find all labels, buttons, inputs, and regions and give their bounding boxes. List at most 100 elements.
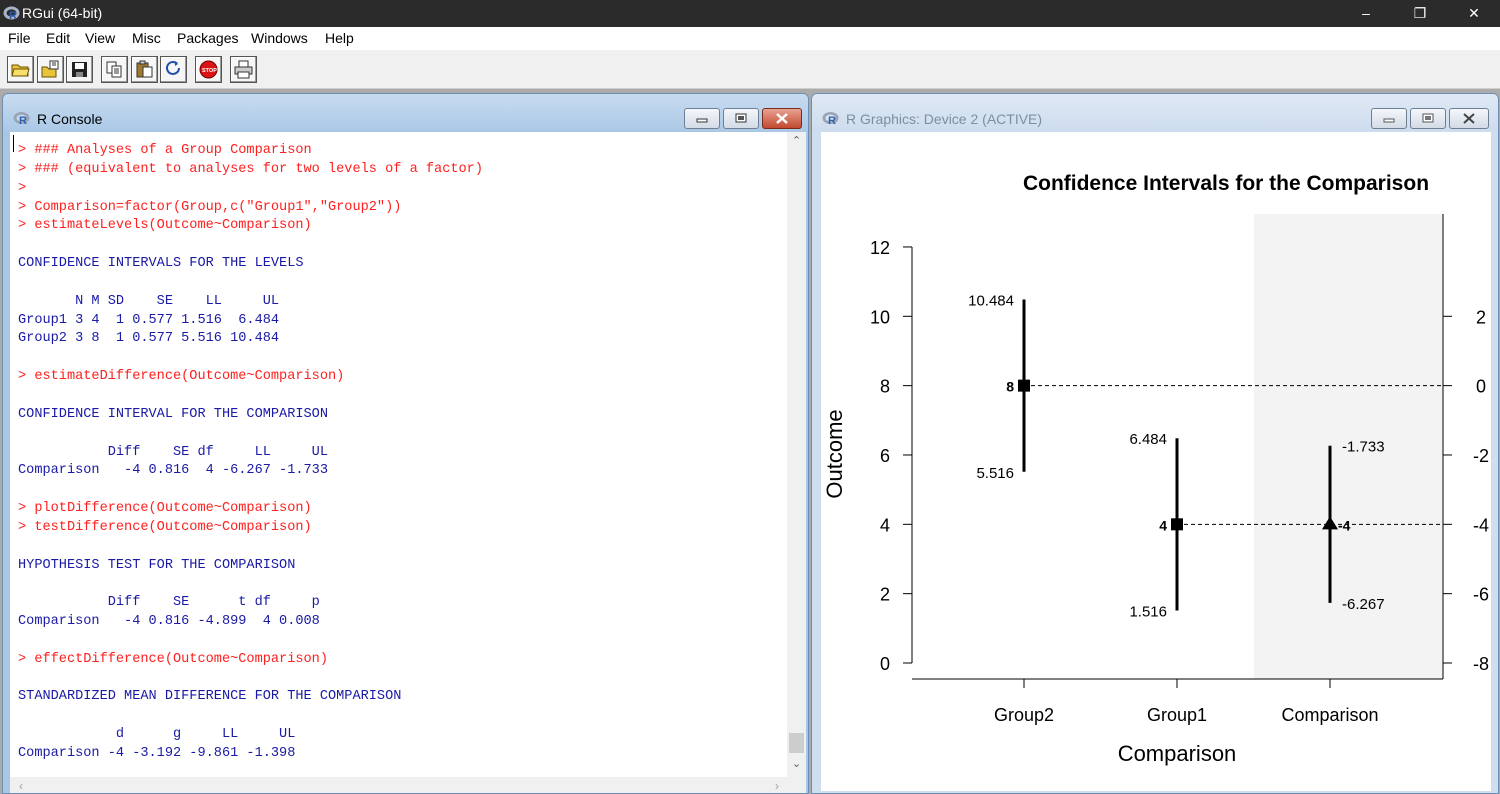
console-line: Comparison -4 0.816 4 -6.267 -1.733 xyxy=(18,463,328,479)
console-line: Group2 3 8 1 0.577 5.516 10.484 xyxy=(18,331,280,347)
right-y-tick-label: 0 xyxy=(1476,377,1486,397)
graphics-window: R R Graphics: Device 2 (ACTIVE) Confiden… xyxy=(811,93,1499,794)
stop-icon: STOP xyxy=(199,60,218,79)
console-line: d g LL UL xyxy=(18,727,296,743)
y-tick-label: 10 xyxy=(870,307,890,327)
svg-text:R: R xyxy=(828,115,836,126)
copy-paste-icon xyxy=(166,60,180,75)
scrollbar-thumb[interactable] xyxy=(789,733,804,753)
close-icon xyxy=(776,113,788,124)
x-tick-label: Group2 xyxy=(994,705,1054,725)
menu-help[interactable]: Help xyxy=(325,30,354,46)
console-line xyxy=(18,538,483,557)
print-button[interactable] xyxy=(230,56,257,83)
console-line xyxy=(18,632,483,651)
console-line: > estimateDifference(Outcome~Comparison) xyxy=(18,369,345,385)
mean-label: -4 xyxy=(1338,517,1351,533)
console-minimize-button[interactable] xyxy=(684,108,720,129)
maximize-icon xyxy=(1422,113,1434,123)
comparison-shaded-region xyxy=(1254,214,1443,679)
ul-label: 6.484 xyxy=(1129,431,1167,448)
load-workspace-button[interactable] xyxy=(37,56,64,83)
scroll-down-icon[interactable]: ⌄ xyxy=(791,758,802,770)
console-line: CONFIDENCE INTERVAL FOR THE COMPARISON xyxy=(18,406,328,422)
console-line: > ### Analyses of a Group Comparison xyxy=(18,143,312,158)
console-line: Comparison -4 0.816 -4.899 4 0.008 xyxy=(18,614,320,630)
y-tick-label: 12 xyxy=(870,238,890,258)
minimize-icon xyxy=(696,118,708,123)
scroll-left-icon[interactable]: ‹ xyxy=(19,779,23,793)
x-tick-label: Group1 xyxy=(1147,705,1207,725)
console-line: CONFIDENCE INTERVALS FOR THE LEVELS xyxy=(18,256,304,272)
console-line xyxy=(18,236,483,255)
scroll-right-icon[interactable]: › xyxy=(775,779,779,793)
console-output[interactable]: > ### Analyses of a Group Comparison > ##… xyxy=(10,132,806,793)
app-title-bar: R RGui (64-bit) – ❐ ✕ xyxy=(0,0,1500,27)
copy-paste-button[interactable] xyxy=(160,56,187,83)
right-y-tick-label: -4 xyxy=(1473,515,1489,535)
ll-label: 1.516 xyxy=(1129,603,1167,620)
save-workspace-icon xyxy=(72,62,87,77)
r-logo-icon: R xyxy=(822,112,839,126)
y-axis-label: Outcome xyxy=(822,409,847,498)
menu-view[interactable]: View xyxy=(85,30,116,46)
paste-icon xyxy=(136,60,153,78)
stop-button[interactable]: STOP xyxy=(195,56,222,83)
ll-label: 5.516 xyxy=(976,465,1014,482)
console-window: R R Console > ### Analyses of a Group Co… xyxy=(2,93,809,794)
chart-title: Confidence Intervals for the Comparison xyxy=(1023,172,1429,195)
mean-label: 4 xyxy=(1159,517,1167,533)
menu-packages[interactable]: Packages xyxy=(177,30,239,46)
menu-misc[interactable]: Misc xyxy=(132,30,161,46)
console-line: > estimateLevels(Outcome~Comparison) xyxy=(18,218,312,234)
console-line: > Comparison=factor(Group,c("Group1","Gr… xyxy=(18,199,402,215)
copy-button[interactable] xyxy=(101,56,128,83)
y-tick-label: 0 xyxy=(880,654,890,674)
graphics-maximize-button[interactable] xyxy=(1410,108,1446,129)
close-button[interactable]: ✕ xyxy=(1468,5,1480,21)
console-line xyxy=(18,670,483,689)
app-title: RGui (64-bit) xyxy=(22,5,103,21)
console-line: > testDifference(Outcome~Comparison) xyxy=(18,519,312,535)
r-logo-icon: R xyxy=(3,6,20,22)
console-line: > plotDifference(Outcome~Comparison) xyxy=(18,501,312,517)
minimize-button[interactable]: – xyxy=(1362,5,1370,21)
console-close-button[interactable] xyxy=(762,108,802,129)
graphics-close-button[interactable] xyxy=(1449,108,1489,129)
paste-button[interactable] xyxy=(131,56,158,83)
y-tick-label: 2 xyxy=(880,585,890,605)
menu-bar: File Edit View Misc Packages Windows Hel… xyxy=(0,27,1500,50)
console-title-bar: R R Console xyxy=(3,94,808,132)
scroll-up-icon[interactable]: ⌃ xyxy=(791,135,802,147)
ul-label: -1.733 xyxy=(1342,439,1385,456)
console-line xyxy=(18,707,483,726)
graphics-minimize-button[interactable] xyxy=(1371,108,1407,129)
restore-button[interactable]: ❐ xyxy=(1413,5,1427,21)
horizontal-scrollbar[interactable]: ‹ › xyxy=(10,777,806,793)
console-line xyxy=(18,575,483,594)
console-line xyxy=(18,349,483,368)
console-text: > ### Analyses of a Group Comparison > ##… xyxy=(18,142,483,764)
toolbar: STOP xyxy=(0,50,1500,89)
console-line: N M SD SE LL UL xyxy=(18,293,280,309)
group-point xyxy=(1018,379,1030,392)
copy-icon xyxy=(106,61,122,78)
open-script-icon xyxy=(11,64,30,77)
console-line xyxy=(18,387,483,406)
open-script-button[interactable] xyxy=(7,56,34,83)
vertical-scrollbar[interactable]: ⌃ ⌄ xyxy=(787,132,806,777)
menu-windows[interactable]: Windows xyxy=(251,30,308,46)
svg-text:R: R xyxy=(19,115,27,126)
y-tick-label: 8 xyxy=(880,377,890,397)
console-line: > effectDifference(Outcome~Comparison) xyxy=(18,651,328,667)
console-line xyxy=(18,425,483,444)
save-workspace-button[interactable] xyxy=(66,56,93,83)
console-maximize-button[interactable] xyxy=(723,108,759,129)
menu-edit[interactable]: Edit xyxy=(46,30,71,46)
right-y-tick-label: -8 xyxy=(1473,654,1489,674)
mdi-workspace: R R Console > ### Analyses of a Group Co… xyxy=(0,89,1500,794)
console-line: Comparison -4 -3.192 -9.861 -1.398 xyxy=(18,746,296,761)
menu-file[interactable]: File xyxy=(8,30,31,46)
confidence-interval-plot: Confidence Intervals for the Comparison 0… xyxy=(822,172,1489,766)
plot-canvas: Confidence Intervals for the Comparison 0… xyxy=(821,132,1491,791)
